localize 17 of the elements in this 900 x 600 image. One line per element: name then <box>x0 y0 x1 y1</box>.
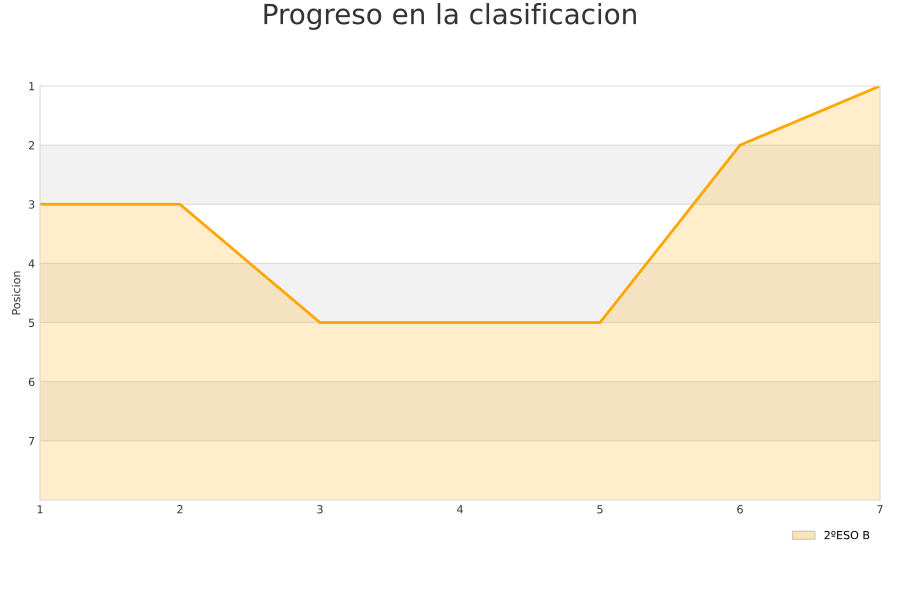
x-tick-label: 6 <box>737 505 743 514</box>
y-tick-label: 6 <box>28 378 34 386</box>
x-tick-label: 2 <box>177 505 182 514</box>
y-tick-label: 4 <box>28 260 35 268</box>
y-tick-label: 7 <box>28 436 34 446</box>
legend-label: 2ºESO B <box>824 530 870 540</box>
chart-title: Progreso en la clasificacion <box>264 3 636 30</box>
x-tick-label: 7 <box>877 505 883 514</box>
x-tick-label: 4 <box>457 505 463 514</box>
y-tick-label: 2 <box>28 141 34 150</box>
x-tick-label: 3 <box>317 505 323 514</box>
y-tick-label: 3 <box>28 200 34 209</box>
y-axis-title: Posicion <box>12 271 20 314</box>
x-tick-label: 1 <box>38 505 43 514</box>
x-tick-label: 5 <box>597 505 603 514</box>
y-tick-label: 5 <box>28 318 34 327</box>
y-tick-label: 1 <box>29 82 34 90</box>
